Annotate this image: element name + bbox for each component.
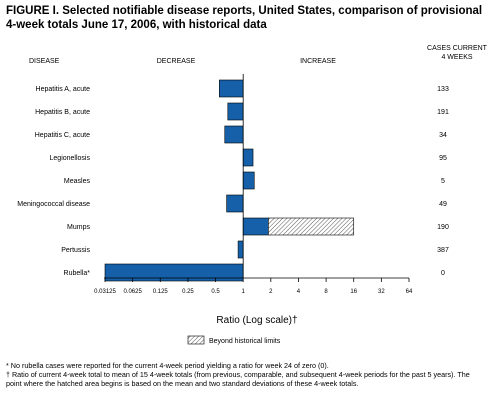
row-4: Measles 5 (64, 171, 445, 190)
cases-value: 34 (439, 132, 447, 139)
row-8: Rubella* 0 (64, 263, 445, 282)
x-tick-label: 2 (269, 289, 273, 295)
header-disease: DISEASE (29, 58, 60, 65)
x-tick-label: 8 (324, 289, 328, 295)
disease-label: Pertussis (61, 247, 90, 254)
header-cases-line1: CASES CURRENT (427, 45, 488, 52)
disease-label: Mumps (67, 224, 90, 231)
cases-value: 387 (437, 247, 449, 254)
disease-label: Measles (64, 178, 91, 185)
footnote-rubella: * No rubella cases were reported for the… (6, 361, 329, 370)
legend-label: Beyond historical limits (209, 338, 281, 345)
x-tick-label: 0.125 (153, 289, 169, 295)
x-tick-label: 32 (378, 289, 385, 295)
row-3: Legionellosis 95 (50, 148, 447, 167)
bar-hatched-segment (268, 217, 355, 236)
x-tick-label: 0.0625 (123, 289, 142, 295)
x-tick-label: 0.03125 (94, 289, 116, 295)
cases-value: 49 (439, 201, 447, 208)
footnotes: * No rubella cases were reported for the… (6, 361, 484, 388)
x-axis-label: Ratio (Log scale)† (216, 315, 297, 326)
bar (237, 240, 244, 259)
row-1: Hepatitis B, acute 191 (35, 102, 449, 121)
disease-label: Hepatitis C, acute (35, 132, 90, 139)
x-tick-label: 1 (242, 289, 246, 295)
header-cases-line2: 4 WEEKS (441, 54, 472, 61)
header-increase: INCREASE (300, 58, 336, 65)
bar (224, 125, 244, 144)
header-decrease: DECREASE (157, 58, 196, 65)
cases-value: 95 (439, 155, 447, 162)
bar (104, 263, 244, 282)
bar (242, 171, 255, 190)
cases-value: 190 (437, 224, 449, 231)
row-5: Meningococcal disease 49 (17, 194, 447, 213)
cases-value: 5 (441, 178, 445, 185)
x-tick-label: 0.25 (182, 289, 194, 295)
row-7: Pertussis 387 (61, 240, 449, 259)
x-tick-label: 4 (297, 289, 301, 295)
disease-label: Rubella* (64, 270, 91, 277)
legend-swatch (187, 335, 205, 345)
bar (227, 102, 244, 121)
x-tick-label: 16 (350, 289, 357, 295)
row-2: Hepatitis C, acute 34 (35, 125, 447, 144)
figure-title: FIGURE I. Selected notifiable disease re… (6, 5, 483, 31)
disease-label: Meningococcal disease (17, 201, 90, 208)
cases-value: 133 (437, 86, 449, 93)
cases-value: 0 (441, 270, 445, 277)
disease-label: Hepatitis B, acute (35, 109, 90, 116)
row-6: Mumps 190 (67, 217, 449, 236)
disease-label: Hepatitis A, acute (36, 86, 91, 93)
bar (242, 217, 269, 236)
disease-label: Legionellosis (50, 155, 91, 162)
x-tick-label: 64 (406, 289, 413, 295)
cases-value: 191 (437, 109, 449, 116)
bar (242, 148, 254, 167)
footnote-ratio: † Ratio of current 4-week total to mean … (6, 370, 470, 388)
row-0: Hepatitis A, acute 133 (36, 79, 449, 98)
bar (226, 194, 244, 213)
bar (219, 79, 244, 98)
x-tick-label: 0.5 (211, 289, 220, 295)
